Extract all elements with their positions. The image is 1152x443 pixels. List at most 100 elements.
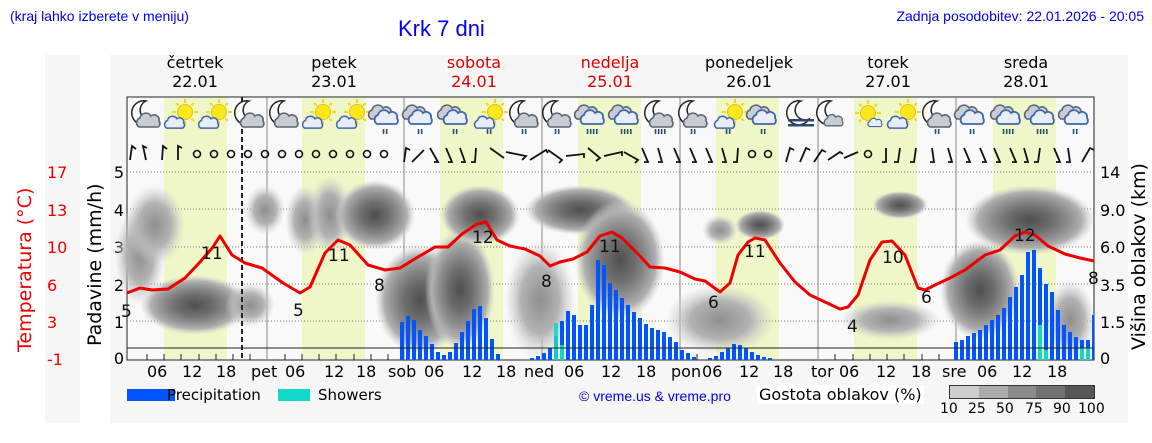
density-scale-label: 10 bbox=[940, 401, 958, 417]
temp-tick: 3 bbox=[47, 313, 58, 332]
hour-ticks bbox=[146, 354, 940, 360]
day-date: 28.01 bbox=[1003, 72, 1049, 91]
x-tick: 06 bbox=[564, 362, 585, 381]
day-name: sobota bbox=[446, 53, 502, 72]
day-header-thu: četrtek 22.01 bbox=[125, 53, 265, 91]
x-tick: 12 bbox=[182, 362, 203, 381]
temperature-labels: 5 11 5 11 8 12 8 11 6 11 4 10 6 12 8 bbox=[121, 226, 1099, 337]
wind-barbs-row bbox=[129, 144, 183, 161]
day-name: torek bbox=[867, 53, 909, 72]
day-date: 23.01 bbox=[311, 72, 357, 91]
cloud-height-tick: 14 bbox=[1100, 163, 1121, 182]
cloud-density-title: Gostota oblakov (%) bbox=[757, 385, 924, 404]
svg-text:ıı: ıı bbox=[452, 127, 458, 137]
precip-tick: 1 bbox=[113, 313, 124, 332]
svg-text:ıı: ıı bbox=[725, 127, 731, 137]
svg-text:ıı: ıı bbox=[417, 127, 423, 137]
svg-text:ıııı: ıııı bbox=[654, 127, 666, 137]
temp-label: 8 bbox=[374, 276, 385, 296]
day-name: sreda bbox=[1003, 53, 1049, 72]
day-header-tue: torek 27.01 bbox=[818, 53, 958, 91]
temp-label: 11 bbox=[328, 246, 350, 266]
day-name: četrtek bbox=[166, 53, 224, 72]
x-tick: ned bbox=[524, 362, 555, 381]
showers-legend-label: Showers bbox=[318, 386, 382, 404]
showers-bars bbox=[554, 323, 1090, 360]
precip-tick: 5 bbox=[113, 163, 124, 182]
density-scale-label: 100 bbox=[1078, 401, 1105, 417]
temp-tick: 13 bbox=[47, 201, 68, 220]
x-tick: 06 bbox=[285, 362, 306, 381]
precipitation-legend-label: Precipitation bbox=[167, 386, 261, 404]
svg-text:ıııı: ıııı bbox=[1036, 127, 1048, 137]
day-name: nedelja bbox=[580, 53, 640, 72]
x-tick: 18 bbox=[356, 362, 377, 381]
credit-link[interactable]: © vreme.us & vreme.pro bbox=[579, 388, 731, 404]
temp-tick: -1 bbox=[47, 350, 63, 369]
day-date: 25.01 bbox=[587, 72, 633, 91]
temp-tick: 17 bbox=[47, 163, 68, 182]
density-swatch bbox=[1007, 386, 1037, 398]
x-tick: sre bbox=[942, 362, 967, 381]
svg-text:ıııı: ıııı bbox=[620, 127, 632, 137]
x-tick: 12 bbox=[1012, 362, 1033, 381]
x-tick: 06 bbox=[702, 362, 723, 381]
last-update-text: Zadnja posodobitev: 22.01.2026 - 20:05 bbox=[896, 8, 1144, 24]
day-name: ponedeljek bbox=[705, 53, 793, 72]
x-tick: 06 bbox=[424, 362, 445, 381]
day-header-sun: nedelja 25.01 bbox=[540, 53, 680, 91]
temp-label: 12 bbox=[472, 228, 494, 248]
temp-label: 11 bbox=[744, 242, 766, 262]
x-tick: 12 bbox=[876, 362, 897, 381]
svg-text:ıı: ıı bbox=[521, 127, 527, 137]
svg-text:ıııı: ıııı bbox=[586, 127, 598, 137]
x-tick: 18 bbox=[636, 362, 657, 381]
temp-label: 8 bbox=[541, 272, 552, 292]
x-tick: 12 bbox=[601, 362, 622, 381]
day-header-mon: ponedeljek 26.01 bbox=[679, 53, 819, 91]
x-tick: 18 bbox=[496, 362, 517, 381]
density-swatch bbox=[950, 386, 979, 398]
x-tick: 18 bbox=[216, 362, 237, 381]
temp-label: 5 bbox=[293, 301, 304, 321]
density-scale-label: 25 bbox=[968, 401, 986, 417]
density-scale-label: 90 bbox=[1053, 401, 1071, 417]
precipitation-bars bbox=[400, 250, 1094, 360]
svg-text:ıııı: ıııı bbox=[1002, 127, 1014, 137]
temp-label: 4 bbox=[847, 317, 858, 337]
cloud-height-tick: 6.0 bbox=[1100, 238, 1126, 257]
temp-label: 5 bbox=[121, 302, 132, 322]
temp-label: 10 bbox=[882, 248, 904, 268]
day-header-fri: petek 23.01 bbox=[264, 53, 404, 91]
precip-tick: 2 bbox=[113, 276, 124, 295]
density-swatch bbox=[1065, 386, 1094, 398]
svg-text:ıı: ıı bbox=[934, 127, 940, 137]
x-tick: 12 bbox=[739, 362, 760, 381]
x-tick: 06 bbox=[147, 362, 168, 381]
x-tick: tor bbox=[811, 362, 834, 381]
temp-tick: 6 bbox=[47, 276, 58, 295]
temp-tick: 10 bbox=[47, 238, 68, 257]
x-tick: sob bbox=[388, 362, 417, 381]
temp-label: 8 bbox=[1088, 269, 1099, 289]
temperature-axis-panel bbox=[45, 55, 80, 423]
x-tick: 18 bbox=[1047, 362, 1068, 381]
temp-label: 12 bbox=[1014, 226, 1036, 246]
x-tick: 06 bbox=[839, 362, 860, 381]
location-hint-link[interactable]: (kraj lahko izberete v meniju) bbox=[10, 8, 189, 24]
day-header-wed: sreda 28.01 bbox=[956, 53, 1096, 91]
x-tick: pon bbox=[671, 362, 702, 381]
day-header-sat: sobota 24.01 bbox=[404, 53, 544, 91]
density-scale-label: 50 bbox=[996, 401, 1014, 417]
x-tick: 12 bbox=[324, 362, 345, 381]
precipitation-legend-swatch bbox=[127, 389, 175, 401]
density-scale-label: 75 bbox=[1025, 401, 1043, 417]
x-axis-labels: 06 12 18 pet 06 12 18 sob 06 12 18 ned 0… bbox=[127, 362, 1094, 384]
precip-tick: 4 bbox=[113, 201, 124, 220]
temp-label: 11 bbox=[599, 237, 621, 257]
page-title: Krk 7 dni bbox=[398, 16, 485, 41]
svg-text:ıı: ıı bbox=[486, 127, 492, 137]
day-date: 22.01 bbox=[172, 72, 218, 91]
day-date: 24.01 bbox=[451, 72, 497, 91]
temperature-line bbox=[126, 220, 1095, 311]
